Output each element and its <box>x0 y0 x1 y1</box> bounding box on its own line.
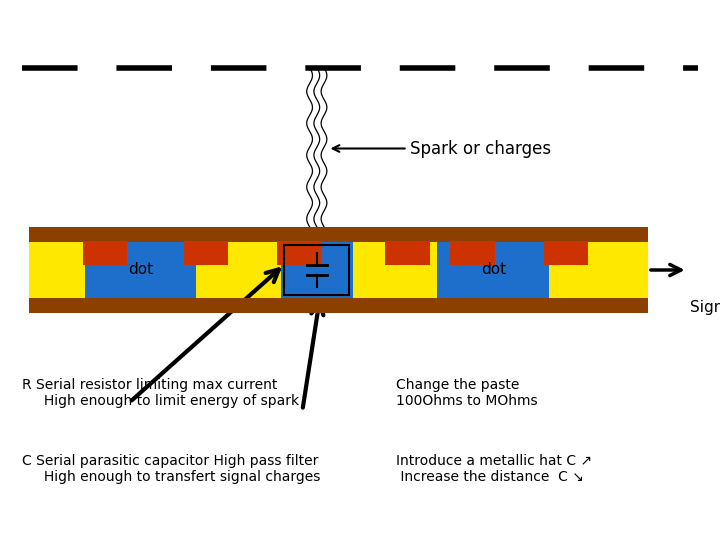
Bar <box>438 242 549 298</box>
Bar <box>281 242 353 298</box>
Text: dot: dot <box>481 262 505 278</box>
Text: Introduce a metallic hat C ↗
 Increase the distance  C ↘: Introduce a metallic hat C ↗ Increase th… <box>396 454 592 484</box>
Text: dot: dot <box>128 262 153 278</box>
Bar <box>385 241 430 266</box>
Text: R Serial resistor limiting max current
     High enough to limit energy of spark: R Serial resistor limiting max current H… <box>22 378 299 408</box>
Bar <box>29 227 648 242</box>
Text: C Serial parasitic capacitor High pass filter
     High enough to transfert sign: C Serial parasitic capacitor High pass f… <box>22 454 320 484</box>
Bar <box>184 241 228 266</box>
Bar <box>29 227 648 313</box>
Bar <box>83 241 127 266</box>
Text: Change the paste
100Ohms to MOhms: Change the paste 100Ohms to MOhms <box>396 378 538 408</box>
Bar <box>85 242 197 298</box>
Text: Spark or charges: Spark or charges <box>333 139 552 158</box>
Text: Signal out: Signal out <box>690 300 720 315</box>
Bar <box>284 245 349 295</box>
Bar <box>29 298 648 313</box>
Bar <box>450 241 495 266</box>
Bar <box>277 241 322 266</box>
Bar <box>544 241 588 266</box>
